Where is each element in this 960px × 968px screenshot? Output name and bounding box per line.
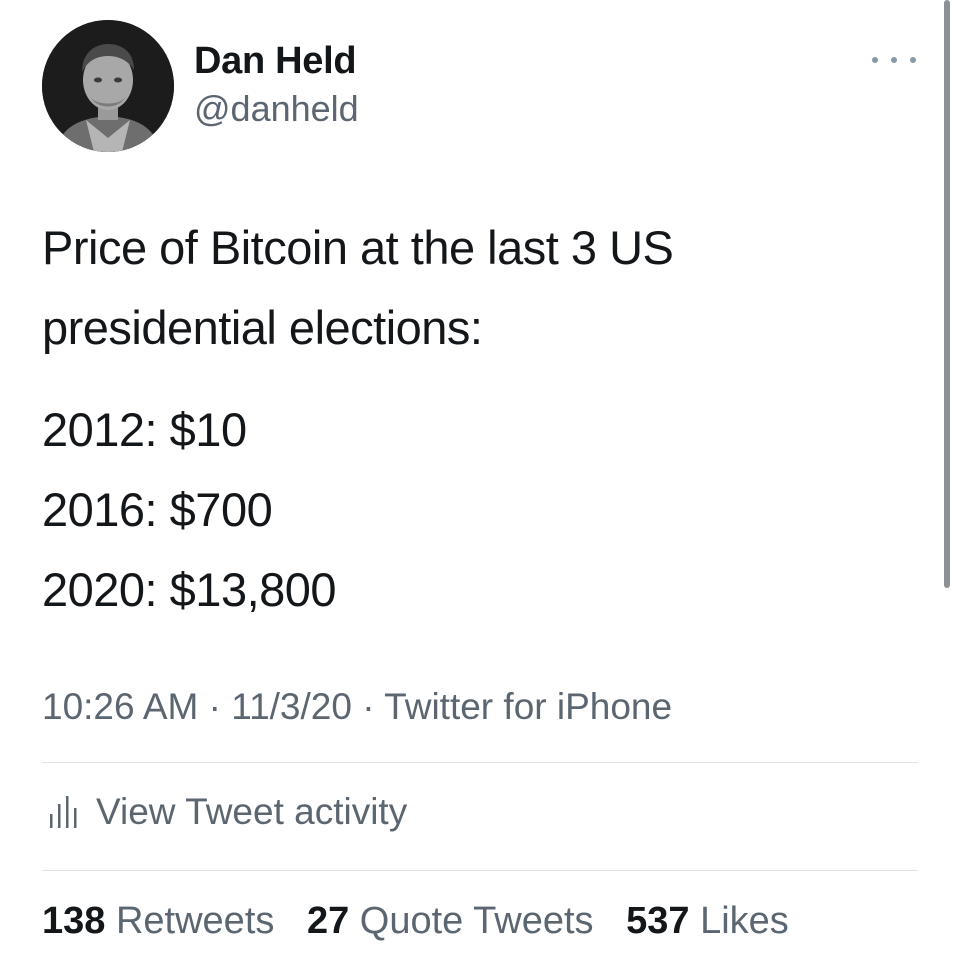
- view-tweet-activity-label: View Tweet activity: [96, 791, 408, 832]
- more-options-button[interactable]: [872, 50, 916, 70]
- author-handle[interactable]: @danheld: [194, 88, 359, 129]
- tweet-source-link[interactable]: Twitter for iPhone: [384, 686, 673, 727]
- tweet-line: Price of Bitcoin at the last 3 US: [42, 221, 674, 274]
- tweet-time[interactable]: 10:26 AM: [42, 686, 199, 727]
- tweet-date[interactable]: 11/3/20: [231, 686, 352, 727]
- divider: [42, 762, 918, 763]
- tweet-stats: 138 Retweets 27 Quote Tweets 537 Likes: [42, 900, 811, 943]
- likes-stat[interactable]: 537 Likes: [626, 900, 789, 942]
- retweets-count: 138: [42, 900, 106, 942]
- divider: [42, 870, 918, 871]
- tweet-line: presidential elections:: [42, 301, 483, 354]
- more-horizontal-icon: [872, 57, 878, 63]
- retweets-stat[interactable]: 138 Retweets: [42, 900, 274, 942]
- retweets-label: Retweets: [115, 900, 275, 942]
- scrollbar[interactable]: [944, 0, 950, 588]
- bar-chart-icon: [50, 796, 77, 828]
- profile-photo-icon: [42, 20, 174, 152]
- likes-count: 537: [626, 900, 690, 942]
- tweet-text: Price of Bitcoin at the last 3 US presid…: [42, 208, 922, 630]
- tweet-line: 2020: $13,800: [42, 563, 337, 616]
- author-display-name[interactable]: Dan Held: [194, 40, 357, 82]
- meta-separator: ·: [208, 686, 221, 727]
- meta-separator: ·: [362, 686, 375, 727]
- avatar[interactable]: [42, 20, 174, 152]
- tweet-metadata: 10:26 AM · 11/3/20 · Twitter for iPhone: [42, 686, 672, 728]
- quote-tweets-label: Quote Tweets: [359, 900, 594, 942]
- tweet-line: 2016: $700: [42, 483, 273, 536]
- quote-tweets-count: 27: [306, 900, 350, 942]
- likes-label: Likes: [700, 900, 789, 942]
- tweet-line: 2012: $10: [42, 403, 247, 456]
- quote-tweets-stat[interactable]: 27 Quote Tweets: [307, 900, 594, 942]
- view-tweet-activity-button[interactable]: View Tweet activity: [42, 790, 407, 834]
